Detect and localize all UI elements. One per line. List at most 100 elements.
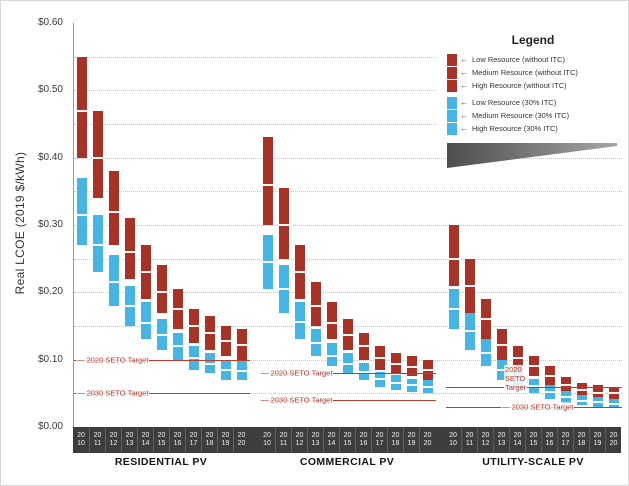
year-label: 20 19 bbox=[403, 427, 419, 453]
median-tick bbox=[449, 308, 459, 311]
median-tick bbox=[237, 370, 247, 373]
year-label: 20 19 bbox=[217, 427, 233, 453]
lcoe-bar bbox=[93, 214, 103, 273]
year-label: 20 11 bbox=[461, 427, 477, 453]
median-tick bbox=[529, 384, 539, 387]
median-tick bbox=[423, 368, 433, 371]
lcoe-bar bbox=[205, 315, 215, 350]
median-tick bbox=[577, 399, 587, 402]
median-tick bbox=[237, 343, 247, 346]
plot-area: — 2020 SETO Target — 2030 SETO Target — 20… bbox=[73, 23, 622, 427]
lcoe-bar bbox=[311, 282, 321, 326]
seto-target-line bbox=[446, 386, 622, 388]
lcoe-bar bbox=[125, 285, 135, 326]
legend-title: Legend bbox=[511, 33, 555, 47]
median-tick bbox=[561, 396, 571, 399]
median-tick bbox=[609, 392, 619, 395]
median-tick bbox=[295, 271, 305, 274]
seto-target-label: — 2030 SETO Target bbox=[76, 388, 150, 399]
median-tick bbox=[449, 257, 459, 260]
median-tick bbox=[359, 345, 369, 348]
year-label: 20 14 bbox=[137, 427, 153, 453]
year-label: 20 10 bbox=[77, 432, 85, 447]
median-tick bbox=[407, 366, 417, 369]
left-arrow-icon: ← bbox=[460, 111, 468, 120]
lcoe-bar bbox=[263, 137, 273, 225]
median-tick bbox=[481, 351, 491, 354]
lcoe-bar bbox=[359, 332, 369, 360]
seto-target-line bbox=[260, 373, 436, 375]
lcoe-bar bbox=[529, 356, 539, 377]
median-tick bbox=[157, 333, 167, 336]
lcoe-bar bbox=[465, 312, 475, 350]
legend-entries: ← Low Resource (without ITC) ← Medium Resou… bbox=[447, 53, 619, 135]
year-label: 20 17 bbox=[557, 427, 573, 453]
median-tick bbox=[189, 357, 199, 360]
lcoe-bar bbox=[157, 319, 167, 350]
lcoe-bar bbox=[593, 385, 603, 399]
median-tick bbox=[141, 271, 151, 274]
lcoe-bar bbox=[561, 376, 571, 394]
median-tick bbox=[497, 368, 507, 371]
year-label: 20 13 bbox=[307, 427, 323, 453]
legend-entry: ← High Resource (without ITC) bbox=[447, 79, 619, 92]
lcoe-bar bbox=[221, 326, 231, 357]
year-label: 20 17 bbox=[185, 427, 201, 453]
lcoe-bar bbox=[295, 302, 305, 340]
seto-target-line bbox=[74, 359, 250, 361]
left-arrow-icon: ← bbox=[460, 81, 468, 90]
lcoe-bar bbox=[359, 363, 369, 380]
y-tick-labels: $0.60 $0.50 $0.40 $0.30 $0.20 $0.10 $0.00 bbox=[1, 17, 67, 432]
median-tick bbox=[221, 340, 231, 343]
median-tick bbox=[109, 210, 119, 213]
median-tick bbox=[497, 343, 507, 346]
median-tick bbox=[513, 357, 523, 360]
year-label: 20 11 bbox=[275, 427, 291, 453]
legend-swatch bbox=[447, 66, 457, 79]
seto-target-label: 2020 SETO Target bbox=[504, 364, 527, 393]
lcoe-bar bbox=[93, 110, 103, 199]
median-tick bbox=[375, 357, 385, 360]
lcoe-bar bbox=[77, 177, 87, 246]
year-label: 20 12 bbox=[477, 427, 493, 453]
year-label: 20 10 bbox=[263, 432, 271, 447]
lcoe-bar bbox=[577, 383, 587, 397]
median-tick bbox=[263, 261, 273, 264]
legend-entry: ← Medium Resource (30% ITC) bbox=[447, 109, 619, 122]
lcoe-bar bbox=[279, 187, 289, 259]
lcoe-bar bbox=[577, 395, 587, 406]
median-tick bbox=[343, 362, 353, 365]
seto-target-label: — 2020 SETO Target bbox=[76, 354, 150, 365]
legend: Legend ← Low Resource (without ITC) ← Mediu… bbox=[437, 27, 625, 143]
year-label: 20 15 bbox=[339, 427, 355, 453]
lcoe-bar bbox=[109, 255, 119, 306]
legend-swatch bbox=[447, 79, 457, 92]
y-tick-label: $0.60 bbox=[37, 17, 63, 28]
lcoe-bar bbox=[545, 385, 555, 399]
year-label: 20 20 bbox=[419, 427, 435, 453]
median-tick bbox=[173, 308, 183, 311]
lcoe-bar bbox=[375, 346, 385, 370]
year-label: 20 14 bbox=[323, 427, 339, 453]
lcoe-bar bbox=[237, 329, 247, 360]
lcoe-bar bbox=[465, 258, 475, 313]
sector-label: UTILITY-SCALE PV bbox=[482, 456, 584, 468]
year-label: 20 18 bbox=[387, 427, 403, 453]
median-tick bbox=[327, 321, 337, 324]
year-label: 20 17 bbox=[371, 427, 387, 453]
median-tick bbox=[93, 244, 103, 247]
year-label: 20 20 bbox=[605, 427, 621, 453]
lcoe-bar bbox=[327, 302, 337, 340]
lcoe-bar bbox=[609, 386, 619, 401]
gridline bbox=[74, 393, 622, 395]
lcoe-bar bbox=[529, 378, 539, 394]
median-tick bbox=[189, 324, 199, 327]
legend-entry: ← High Resource (30% ITC) bbox=[447, 122, 619, 135]
lcoe-bar bbox=[221, 359, 231, 380]
lcoe-bar bbox=[481, 339, 491, 367]
left-arrow-icon: ← bbox=[460, 68, 468, 77]
median-tick bbox=[93, 156, 103, 159]
gridline bbox=[74, 258, 622, 260]
year-label: 20 18 bbox=[201, 427, 217, 453]
